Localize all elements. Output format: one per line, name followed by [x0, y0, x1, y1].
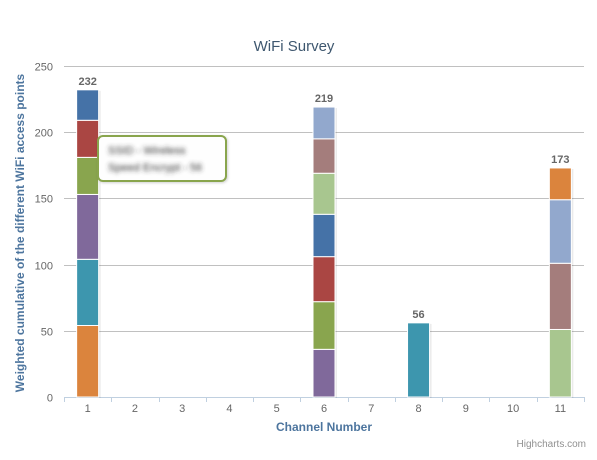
y-tick-label: 150 [35, 194, 53, 206]
y-tick-label: 0 [47, 393, 53, 405]
x-tick-label: 4 [226, 403, 232, 415]
bar-segment-channel-1[interactable] [76, 89, 100, 121]
tooltip: SSID - Wireless Speed Encrypt - 56 [97, 135, 227, 182]
y-tick-label: 200 [35, 128, 53, 140]
x-tick-label: 7 [368, 403, 374, 415]
bar-segment-channel-6[interactable] [312, 172, 336, 215]
x-tick-label: 8 [415, 403, 421, 415]
stack-total-label: 56 [412, 309, 424, 321]
bar-segment-channel-11[interactable] [548, 262, 572, 330]
bar-segment-channel-6[interactable] [312, 256, 336, 303]
tooltip-line-2: Speed Encrypt - 56 [108, 162, 202, 174]
chart-title: WiFi Survey [254, 38, 335, 55]
tooltip-line-1: SSID - Wireless [108, 145, 186, 157]
x-tick-label: 11 [555, 403, 566, 415]
bar-segment-channel-1[interactable] [76, 325, 100, 398]
y-tick-label: 100 [35, 261, 53, 273]
y-tick-label: 250 [35, 62, 53, 74]
y-axis-title: Weighted cumulative of the different WiF… [13, 73, 27, 392]
bar-segment-channel-1[interactable] [76, 258, 100, 327]
stack-total-label: 173 [551, 154, 569, 166]
bar-segment-channel-6[interactable] [312, 138, 336, 174]
stack-total-labels: 232 219 56 173 [78, 76, 569, 321]
y-tick-label: 50 [41, 327, 53, 339]
x-tick-label: 3 [179, 403, 185, 415]
bar-segment-channel-11[interactable] [548, 167, 572, 201]
bar-segment-channel-1[interactable] [76, 193, 100, 260]
x-tick-label: 9 [463, 403, 469, 415]
x-tick-label: 6 [321, 403, 327, 415]
bar-segment-channel-11[interactable] [548, 328, 572, 398]
x-tick-label: 10 [507, 403, 519, 415]
x-tick-label: 5 [274, 403, 280, 415]
bar-segment-channel-6[interactable] [312, 106, 336, 140]
x-axis: 1 2 3 4 5 6 7 8 9 10 11 [64, 397, 585, 415]
bar-segment-channel-1[interactable] [76, 156, 100, 195]
x-tick-label: 1 [85, 403, 91, 415]
bar-segment-channel-11[interactable] [548, 199, 572, 264]
stack-total-label: 232 [78, 76, 96, 88]
x-tick-label: 2 [132, 403, 138, 415]
bar-segment-channel-8[interactable] [407, 322, 431, 398]
bar-segment-channel-6[interactable] [312, 348, 336, 398]
x-axis-title: Channel Number [276, 420, 372, 434]
y-axis-ticks: 0 50 100 150 200 250 [35, 62, 53, 405]
credits-link[interactable]: Highcharts.com [517, 439, 586, 450]
tooltip-box [97, 135, 227, 182]
stack-total-label: 219 [315, 93, 333, 105]
bar-segment-channel-1[interactable] [76, 119, 100, 158]
bar-segment-channel-6[interactable] [312, 301, 336, 350]
bar-stacks [76, 89, 574, 398]
bar-segment-channel-6[interactable] [312, 213, 336, 258]
